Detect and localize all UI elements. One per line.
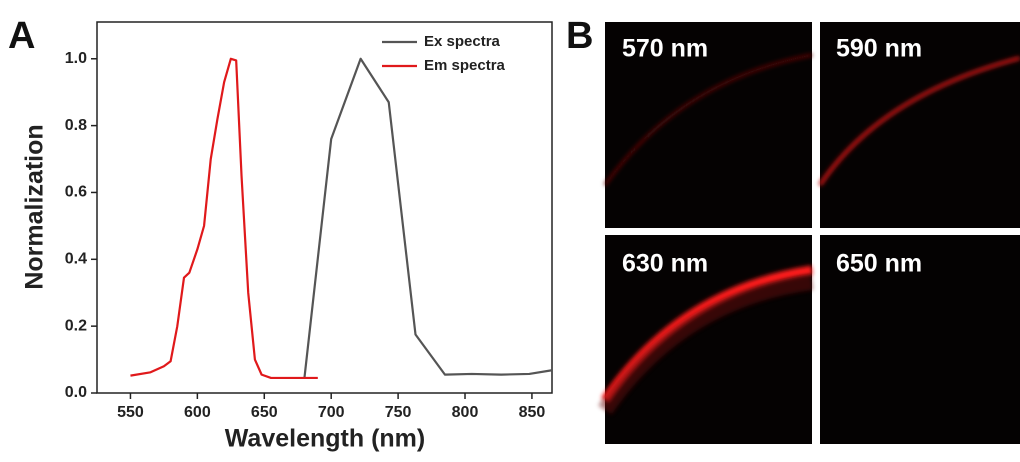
- plot-frame: [96, 21, 553, 394]
- legend-label: Em spectra: [424, 57, 506, 74]
- y-tick-label: 0.0: [65, 384, 87, 401]
- micrograph: [605, 22, 812, 228]
- micrograph: [820, 235, 1020, 444]
- legend-label: Ex spectra: [424, 33, 501, 50]
- image-label: 570 nm: [622, 35, 708, 63]
- series-line: [303, 57, 553, 379]
- y-tick-label: 0.8: [65, 117, 87, 134]
- y-tick-label: 0.4: [65, 251, 87, 268]
- x-tick-label: 750: [385, 404, 412, 421]
- edge-signal: [598, 274, 814, 415]
- x-tick-label: 700: [318, 404, 345, 421]
- panel-letter: A: [8, 15, 35, 57]
- y-tick-label: 1.0: [65, 50, 87, 67]
- x-tick-label: 600: [184, 404, 211, 421]
- x-tick-label: 650: [251, 404, 278, 421]
- panel-letter: B: [566, 15, 593, 57]
- x-tick-label: 800: [452, 404, 479, 421]
- image-label: 630 nm: [622, 250, 708, 278]
- x-tick-label: 850: [519, 404, 546, 421]
- image-label: 590 nm: [836, 35, 922, 63]
- series-line: [130, 57, 318, 380]
- micrograph: [820, 22, 1020, 228]
- y-tick-label: 0.2: [65, 317, 87, 334]
- y-axis-title: Normalization: [21, 124, 49, 289]
- edge-signal: [603, 53, 813, 186]
- edge-signal: [818, 56, 1020, 187]
- image-label: 650 nm: [836, 250, 922, 278]
- x-tick-label: 550: [117, 404, 144, 421]
- y-tick-label: 0.6: [65, 184, 87, 201]
- x-axis-title: Wavelength (nm): [225, 425, 425, 453]
- micrograph: [605, 235, 812, 444]
